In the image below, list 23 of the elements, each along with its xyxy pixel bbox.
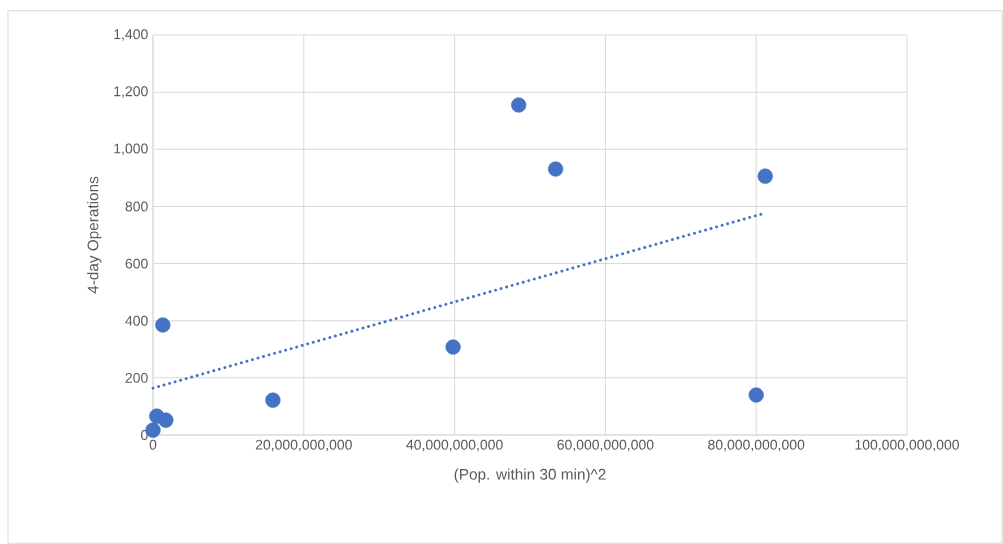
point	[445, 339, 461, 355]
x-tick-label: 0	[149, 439, 157, 450]
y-tick-label: 400	[125, 315, 148, 326]
point	[548, 161, 564, 177]
point	[265, 392, 281, 408]
point	[158, 412, 174, 428]
y-axis-title: 4-day Operations	[87, 176, 102, 294]
x-axis-title: (Pop. within 30 min)^2	[454, 468, 606, 483]
point	[757, 168, 773, 184]
x-tick-label: 20,000,000,000	[255, 439, 352, 452]
x-tick-label: 60,000,000,000	[557, 439, 654, 452]
y-tick-label: 200	[125, 372, 148, 383]
point	[155, 317, 171, 333]
y-tick-label: 1,200	[114, 86, 148, 98]
x-tick-label: 100,000,000,000	[855, 439, 959, 452]
y-tick-label: 800	[125, 201, 148, 212]
x-tick-label: 40,000,000,000	[406, 439, 503, 452]
x-tick-label: 80,000,000,000	[708, 439, 805, 452]
point	[748, 387, 764, 403]
y-tick-label: 1,000	[114, 143, 148, 156]
point	[511, 97, 527, 113]
y-tick-label: 1,400	[114, 29, 148, 41]
y-tick-label: 600	[125, 258, 148, 269]
